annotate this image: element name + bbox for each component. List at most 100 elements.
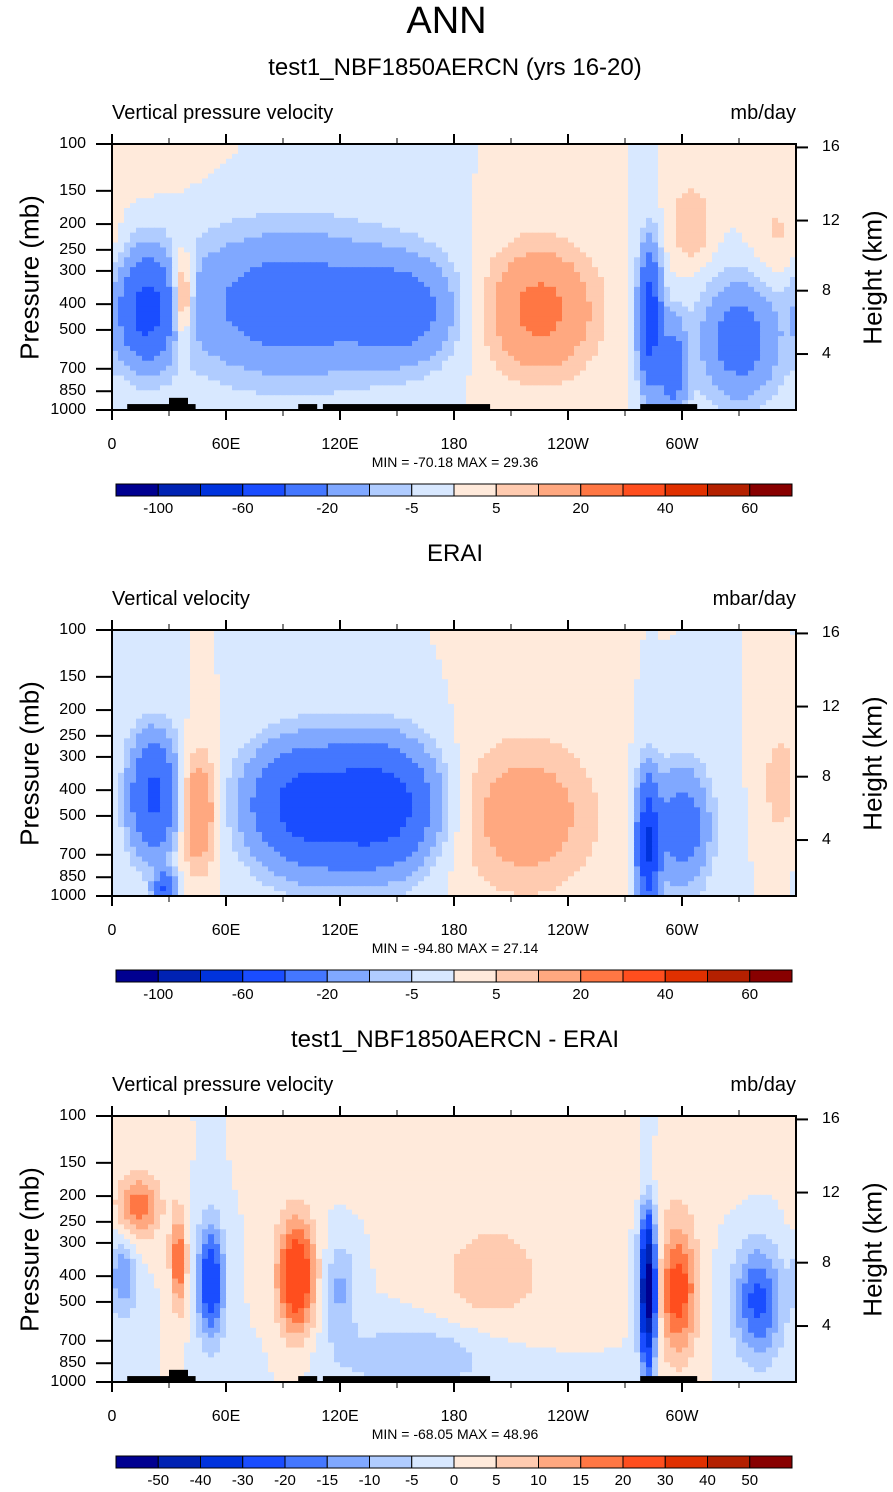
contour-cell <box>250 321 257 327</box>
contour-cell <box>706 212 713 219</box>
contour-cell <box>460 277 467 283</box>
contour-cell <box>532 158 539 165</box>
contour-cell <box>172 267 179 273</box>
contour-cell <box>322 321 329 327</box>
contour-cell <box>196 262 203 268</box>
contour-cell <box>706 242 713 249</box>
contour-cell <box>388 301 395 308</box>
contour-cell <box>352 267 359 273</box>
contour-cell <box>454 173 461 180</box>
contour-cell <box>214 306 221 313</box>
contour-cell <box>154 158 161 165</box>
contour-cell <box>310 153 317 160</box>
contour-cell <box>562 237 569 244</box>
contour-cell <box>154 286 161 293</box>
contour-cell <box>304 158 311 165</box>
contour-cell <box>568 217 575 224</box>
contour-cell <box>328 198 335 204</box>
contour-cell <box>436 158 443 165</box>
contour-cell <box>526 291 533 298</box>
contour-cell <box>340 183 347 189</box>
contour-cell <box>520 252 527 258</box>
contour-cell <box>610 341 617 347</box>
contour-cell <box>250 350 257 357</box>
contour-cell <box>496 188 503 194</box>
contour-cell <box>580 350 587 357</box>
contour-cell <box>232 203 239 209</box>
contour-cell <box>574 237 581 244</box>
contour-cell <box>352 291 359 298</box>
contour-cell <box>550 163 557 170</box>
contour-cell <box>520 168 527 175</box>
contour-cell <box>340 296 347 303</box>
contour-cell <box>550 208 557 214</box>
contour-cell <box>712 208 719 214</box>
contour-cell <box>310 350 317 357</box>
contour-cell <box>418 217 425 224</box>
contour-cell <box>478 222 485 229</box>
contour-cell <box>346 316 353 322</box>
contour-cell <box>154 257 161 263</box>
contour-cell <box>598 212 605 219</box>
contour-cell <box>484 212 491 219</box>
contour-cell <box>382 311 389 318</box>
contour-cell <box>286 188 293 194</box>
contour-cell <box>400 237 407 244</box>
contour-cell <box>742 227 749 234</box>
contour-cell <box>694 232 701 239</box>
contour-cell <box>484 188 491 194</box>
contour-cell <box>220 183 227 189</box>
contour-cell <box>244 198 251 204</box>
contour-cell <box>394 178 401 185</box>
contour-cell <box>598 321 605 327</box>
contour-cell <box>172 257 179 263</box>
contour-cell <box>334 262 341 268</box>
contour-cell <box>202 212 209 219</box>
contour-cell <box>244 148 251 155</box>
contour-cell <box>460 311 467 318</box>
contour-cell <box>586 326 593 332</box>
contour-cell <box>286 311 293 318</box>
contour-cell <box>136 267 143 273</box>
contour-cell <box>310 168 317 175</box>
contour-cell <box>514 321 521 327</box>
contour-cell <box>550 183 557 189</box>
contour-cell <box>448 286 455 293</box>
contour-cell <box>526 336 533 342</box>
contour-cell <box>766 336 773 342</box>
contour-cell <box>262 183 269 189</box>
contour-cell <box>676 345 683 352</box>
contour-cell <box>394 301 401 308</box>
contour-cell <box>238 183 245 189</box>
contour-cell <box>412 316 419 322</box>
contour-cell <box>460 217 467 224</box>
contour-cell <box>484 208 491 214</box>
contour-cell <box>634 178 641 185</box>
contour-cell <box>370 306 377 313</box>
contour-cell <box>322 267 329 273</box>
contour-cell <box>226 267 233 273</box>
contour-cell <box>118 326 125 332</box>
contour-cell <box>778 242 785 249</box>
contour-cell <box>340 277 347 283</box>
contour-cell <box>274 277 281 283</box>
contour-cell <box>202 262 209 268</box>
contour-cell <box>532 222 539 229</box>
contour-cell <box>736 301 743 308</box>
contour-cell <box>736 232 743 239</box>
contour-cell <box>502 277 509 283</box>
contour-cell <box>136 212 143 219</box>
contour-cell <box>460 341 467 347</box>
contour-cell <box>334 153 341 160</box>
contour-cell <box>202 193 209 199</box>
contour-cell <box>268 272 275 278</box>
contour-cell <box>274 242 281 249</box>
contour-cell <box>268 301 275 308</box>
contour-cell <box>694 277 701 283</box>
contour-cell <box>736 277 743 283</box>
contour-cell <box>376 286 383 293</box>
contour-cell <box>490 247 497 253</box>
contour-cell <box>574 286 581 293</box>
contour-cell <box>628 237 635 244</box>
contour-cell <box>580 208 587 214</box>
